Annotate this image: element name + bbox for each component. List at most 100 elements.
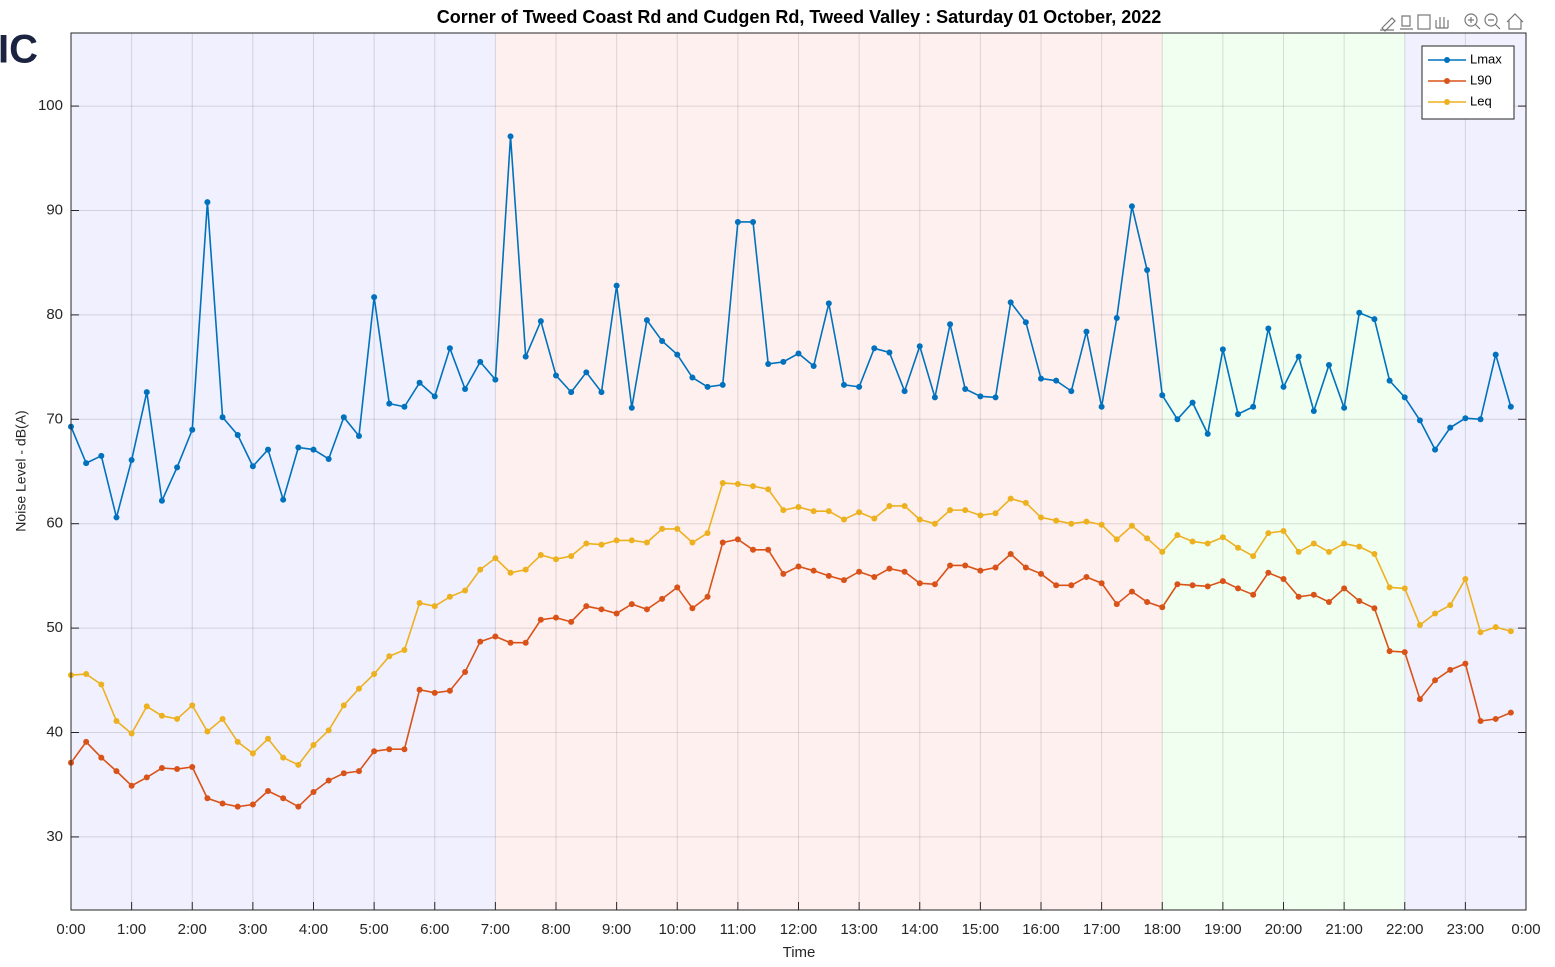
data-point (1174, 581, 1181, 588)
data-point (325, 727, 332, 734)
data-point (310, 742, 317, 749)
data-point (1325, 362, 1332, 369)
data-point (265, 735, 272, 742)
data-point (795, 563, 802, 570)
toolbar-datatip[interactable] (1400, 15, 1413, 30)
data-point (98, 452, 105, 459)
data-point (931, 581, 938, 588)
data-point (386, 746, 393, 753)
data-point (583, 369, 590, 376)
data-point (1265, 569, 1272, 576)
legend-marker (1444, 57, 1450, 63)
data-point (98, 681, 105, 688)
data-point (1265, 325, 1272, 332)
data-point (553, 556, 559, 563)
data-point (507, 569, 514, 576)
data-point (1356, 309, 1363, 316)
data-point (765, 546, 772, 553)
toolbar-zoom-in[interactable] (1464, 13, 1478, 27)
data-point (1401, 649, 1408, 656)
toolbar-home[interactable] (1506, 13, 1524, 30)
data-point (643, 606, 650, 613)
data-point (1371, 316, 1378, 323)
data-point (219, 414, 226, 421)
data-point (431, 603, 438, 610)
data-point (113, 718, 120, 725)
data-point (674, 584, 681, 591)
data-point (1416, 621, 1423, 628)
toolbar[interactable] (1380, 13, 1524, 32)
data-point (128, 457, 135, 464)
data-point (1432, 610, 1439, 617)
toolbar-pan[interactable] (1435, 17, 1449, 29)
data-point (1068, 388, 1075, 395)
data-point (901, 568, 908, 575)
x-tick-label: 19:00 (1204, 921, 1242, 938)
toolbar-zoom-in-glyph (1468, 17, 1481, 30)
toolbar-brush[interactable] (1380, 17, 1396, 32)
ticks: 0:00 1:00 2:00 3:00 4:00 5:00 6:00 7:00 8:00 9:00… (38, 97, 1541, 938)
x-tick-label: 13:00 (840, 921, 878, 938)
data-point (871, 345, 878, 352)
data-point (1507, 628, 1514, 635)
data-point (1144, 535, 1151, 542)
data-point (1280, 383, 1287, 390)
data-point (1038, 570, 1044, 577)
data-point (295, 444, 302, 451)
data-point (1038, 375, 1044, 382)
data-point (1416, 417, 1423, 424)
data-point (416, 379, 423, 386)
data-point (719, 381, 726, 388)
data-point (901, 502, 908, 509)
data-point (295, 803, 302, 810)
data-point (340, 702, 347, 709)
data-point (280, 496, 287, 503)
data-point (977, 512, 984, 519)
y-tick-label: 70 (46, 410, 63, 427)
x-tick-label: 10:00 (658, 921, 696, 938)
data-point (1083, 573, 1090, 580)
data-point (1083, 518, 1090, 525)
data-point (1477, 416, 1484, 423)
legend-box (1421, 45, 1515, 120)
data-point (1159, 604, 1166, 611)
data-point (249, 801, 256, 808)
data-point (477, 566, 484, 573)
data-point (158, 497, 165, 504)
data-point (174, 766, 181, 773)
data-point (492, 555, 499, 562)
data-point (1250, 403, 1257, 410)
data-point (1492, 624, 1499, 631)
toolbar-zoom-out[interactable] (1484, 13, 1498, 27)
data-point (1098, 403, 1105, 410)
data-point (1204, 583, 1211, 590)
data-point (765, 486, 772, 493)
data-point (1144, 599, 1151, 606)
data-point (204, 795, 211, 802)
legend: Lmax L90 Leq (1421, 45, 1515, 120)
data-point (1022, 499, 1029, 506)
x-tick-label: 21:00 (1325, 921, 1363, 938)
data-point (1159, 548, 1166, 555)
data-point (446, 687, 453, 694)
data-point (734, 536, 741, 543)
data-point (643, 539, 650, 546)
x-tick-label: 16:00 (1022, 921, 1060, 938)
data-point (431, 689, 438, 696)
data-point (265, 787, 272, 794)
data-point (204, 728, 211, 735)
data-point (795, 503, 802, 510)
data-point (189, 763, 196, 770)
data-point (583, 540, 590, 547)
data-point (765, 360, 772, 367)
data-point (1356, 543, 1363, 550)
toolbar-export[interactable] (1417, 14, 1431, 30)
data-point (83, 671, 90, 678)
series-lines (68, 133, 1514, 810)
data-point (401, 647, 408, 654)
x-tick-label: 20:00 (1265, 921, 1303, 938)
data-point (401, 746, 408, 753)
data-point (598, 606, 605, 613)
toolbar-zoom-out-glyph (1488, 19, 1501, 30)
x-tick-label: 6:00 (420, 921, 449, 938)
